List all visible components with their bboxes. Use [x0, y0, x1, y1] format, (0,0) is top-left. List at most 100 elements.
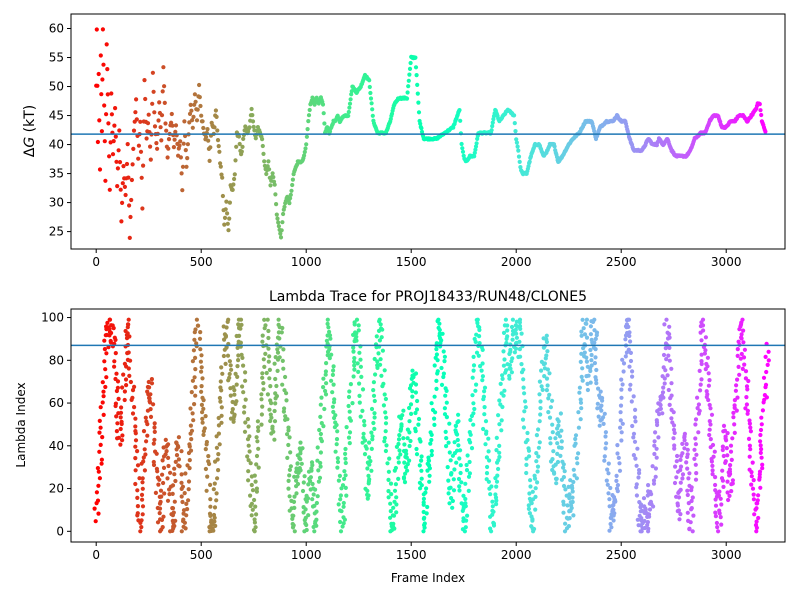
- lambda-point: [732, 422, 737, 427]
- lambda-point: [762, 397, 767, 402]
- lambda-point: [588, 380, 593, 385]
- delta-g-point: [98, 53, 103, 58]
- lambda-point: [596, 386, 601, 391]
- lambda-point: [444, 444, 449, 449]
- lambda-point: [414, 452, 420, 457]
- delta-g-point: [282, 204, 287, 209]
- lambda-point: [329, 352, 334, 357]
- lambda-point: [428, 441, 433, 446]
- lambda-point: [383, 421, 389, 426]
- delta-g-point: [190, 125, 195, 130]
- lambda-point: [589, 352, 594, 358]
- lambda-point: [631, 431, 637, 436]
- lambda-point: [481, 426, 486, 432]
- lambda-point: [497, 422, 502, 427]
- lambda-point: [324, 381, 329, 386]
- lambda-point: [631, 394, 636, 399]
- delta-g-point: [458, 118, 463, 123]
- lambda-point: [494, 435, 499, 440]
- lambda-point: [286, 442, 291, 448]
- lambda-point: [374, 334, 379, 339]
- lambda-point: [547, 371, 552, 376]
- delta-g-point: [415, 82, 420, 87]
- lambda-point: [646, 526, 651, 531]
- lambda-point: [146, 379, 151, 385]
- lambda-point: [398, 416, 404, 421]
- lambda-point: [486, 436, 491, 441]
- lambda-point: [434, 378, 439, 383]
- delta-g-point: [197, 95, 202, 100]
- lambda-point: [751, 497, 757, 502]
- lambda-point: [529, 501, 534, 506]
- lambda-point: [759, 415, 764, 420]
- lambda-point: [627, 333, 632, 339]
- lambda-point: [756, 493, 761, 498]
- lambda-point: [118, 410, 124, 415]
- lambda-point: [706, 397, 711, 403]
- lambda-point: [93, 519, 98, 524]
- lambda-point: [730, 478, 736, 483]
- lambda-point: [166, 463, 171, 469]
- lambda-point: [370, 434, 375, 439]
- delta-g-point: [368, 96, 374, 101]
- lambda-point: [192, 402, 197, 407]
- lambda-point: [286, 428, 291, 433]
- lambda-point: [604, 478, 609, 483]
- lambda-point: [538, 399, 543, 404]
- lambda-point: [609, 525, 614, 530]
- lambda-point: [457, 484, 462, 489]
- delta-g-point: [289, 188, 294, 193]
- lambda-point: [739, 336, 744, 341]
- lambda-point: [701, 328, 706, 333]
- lambda-point: [627, 387, 633, 392]
- lambda-point: [133, 444, 138, 449]
- lambda-point: [621, 361, 627, 366]
- lambda-point: [298, 468, 303, 473]
- lambda-point: [465, 453, 470, 458]
- lambda-point: [430, 407, 436, 413]
- lambda-point: [502, 323, 507, 328]
- lambda-point: [480, 374, 485, 379]
- lambda-point: [672, 446, 677, 451]
- delta-g-point: [208, 145, 213, 150]
- lambda-point: [199, 389, 204, 394]
- lambda-point: [699, 377, 704, 382]
- lambda-point: [694, 471, 699, 476]
- lambda-point: [480, 361, 485, 366]
- lambda-point: [101, 394, 106, 399]
- lambda-point: [601, 421, 606, 426]
- lambda-point: [739, 320, 744, 325]
- lambda-point: [573, 436, 578, 442]
- lambda-point: [240, 355, 245, 360]
- delta-g-point: [173, 123, 179, 128]
- lambda-point: [342, 476, 347, 481]
- lambda-point: [318, 450, 323, 455]
- delta-g-point: [274, 202, 279, 207]
- lambda-point: [573, 433, 579, 438]
- lambda-point: [246, 469, 251, 474]
- lambda-point: [272, 437, 277, 442]
- lambda-point: [252, 517, 257, 522]
- lambda-point: [405, 427, 410, 432]
- lambda-point: [225, 353, 231, 358]
- lambda-point: [699, 338, 704, 343]
- lambda-point: [243, 378, 248, 383]
- lambda-point: [494, 502, 499, 507]
- lambda-point: [203, 466, 208, 472]
- lambda-point: [685, 447, 690, 452]
- lambda-point: [216, 452, 221, 457]
- lambda-point: [245, 454, 250, 459]
- lambda-point: [234, 382, 239, 387]
- delta-g-point: [276, 220, 281, 225]
- lambda-point: [127, 373, 132, 378]
- lambda-point: [312, 529, 317, 534]
- delta-g-point: [405, 90, 410, 95]
- lambda-point: [676, 495, 682, 500]
- delta-g-point: [173, 129, 178, 134]
- lambda-point: [570, 495, 575, 500]
- lambda-point: [343, 451, 348, 456]
- delta-g-point: [124, 161, 130, 167]
- delta-g-point: [213, 108, 218, 113]
- lambda-point: [186, 479, 192, 484]
